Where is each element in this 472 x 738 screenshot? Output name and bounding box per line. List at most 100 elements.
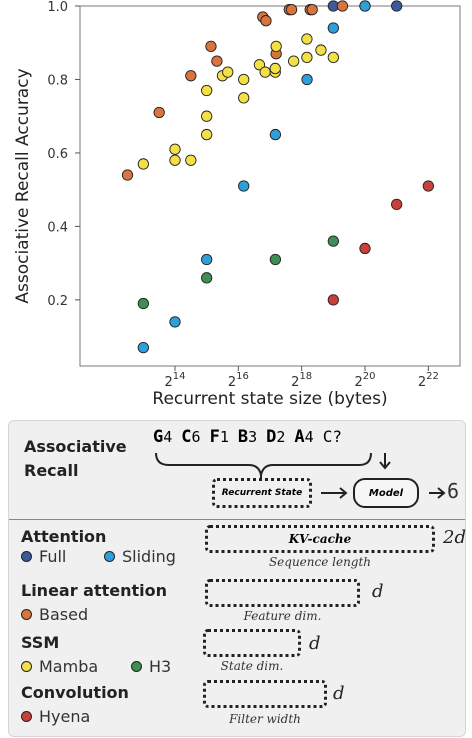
recurrent-state-box: Recurrent State	[212, 478, 312, 508]
state-dim-size: d	[309, 633, 321, 654]
x-tick-label: 214	[164, 371, 185, 390]
legend-group-title: SSM	[21, 633, 60, 652]
data-point-mamba	[288, 55, 300, 67]
feature-dim-size: d	[372, 581, 384, 602]
data-point-hyena	[327, 294, 339, 306]
seq-key-4: D	[266, 427, 277, 447]
data-point-based	[306, 4, 318, 16]
kv-cache-box: KV-cache	[205, 525, 435, 553]
data-point-mamba	[201, 84, 213, 97]
feature-dim-box	[205, 579, 360, 607]
data-point-based	[260, 15, 272, 27]
seq-key-0: G	[153, 427, 164, 447]
y-tick-label: 0.8	[47, 73, 68, 88]
data-point-h3	[201, 272, 213, 284]
data-point-based	[205, 40, 217, 53]
diagram-connectors	[155, 452, 446, 499]
legend-panel: Associative Recall G4 C6 F1 B3 D2 A4 C? Recurr…	[8, 420, 466, 737]
data-point-mamba	[270, 40, 282, 53]
x-tick-label: 220	[354, 371, 375, 390]
legend-label-h3: H3	[149, 657, 172, 676]
data-point-hyena	[422, 180, 434, 192]
kv-cache-label: KV-cache	[288, 532, 352, 546]
data-point-mamba	[222, 66, 234, 78]
legend-dot-based	[21, 609, 32, 620]
data-point-sliding	[359, 0, 371, 12]
seq-val-1: 6	[191, 428, 201, 446]
seq-query: C?	[322, 427, 342, 446]
data-point-based	[185, 70, 197, 82]
sequence: G4 C6 F1 B3 D2 A4 C?	[153, 427, 403, 457]
data-point-based	[285, 4, 298, 16]
diagram-title: Associative Recall	[24, 437, 127, 480]
data-point-hyena	[391, 198, 403, 211]
recurrent-state-label: Recurrent State	[221, 488, 303, 498]
data-point-h3	[269, 253, 282, 266]
data-point-based	[336, 0, 349, 12]
seq-key-2: F	[209, 427, 220, 447]
data-point-mamba	[259, 66, 271, 78]
x-axis-title: Recurrent state size (bytes)	[152, 389, 387, 409]
legend-dot-full	[21, 551, 32, 562]
seq-val-0: 4	[163, 428, 173, 446]
legend-label-based: Based	[39, 605, 89, 624]
y-axis-title: Associative Recall Accuracy	[13, 68, 33, 303]
data-point-mamba	[253, 59, 266, 71]
data-point-mamba	[301, 51, 313, 64]
data-point-h3	[137, 297, 149, 310]
model-box: Model	[353, 478, 419, 508]
data-point-sliding	[301, 73, 313, 86]
seq-key-1: C	[181, 427, 192, 447]
data-point-mamba	[238, 73, 250, 86]
data-point-sliding	[201, 253, 213, 266]
legend-label-full: Full	[39, 547, 67, 566]
y-tick-label: 0.4	[47, 220, 68, 235]
data-point-sliding	[269, 128, 282, 141]
data-point-mamba	[315, 44, 327, 56]
filter-width-caption: Filter width	[229, 712, 301, 726]
seq-val-3: 3	[248, 428, 258, 446]
legend-dot-hyena	[21, 711, 32, 722]
data-point-mamba	[185, 154, 197, 166]
model-label: Model	[368, 487, 404, 499]
x-tick-label: 222	[418, 371, 439, 390]
data-point-based	[153, 106, 165, 119]
data-point-mamba	[238, 92, 250, 104]
seq-val-4: 2	[276, 428, 286, 446]
data-point-h3	[327, 235, 339, 247]
legend-label-mamba: Mamba	[39, 657, 99, 676]
kv-cache-size: 2d	[443, 527, 466, 548]
data-point-full	[391, 0, 403, 12]
feature-dim-caption: Feature dim.	[243, 609, 322, 623]
data-point-mamba	[269, 62, 281, 75]
data-point-sliding	[169, 316, 181, 328]
x-tick-label: 216	[228, 371, 249, 390]
state-dim-box	[203, 629, 301, 657]
legend-label-sliding: Sliding	[122, 547, 176, 566]
scatter-chart: 0.2 0.4 0.6 0.8 1.0 214 216 218 220 222 Recurrent …	[13, 0, 461, 409]
seq-key-5: A	[294, 427, 305, 447]
data-point-mamba	[327, 51, 339, 64]
legend-group-title: Linear attention	[21, 581, 168, 600]
data-point-hyena	[359, 242, 371, 255]
plot-frame	[79, 5, 461, 367]
filter-width-size: d	[333, 683, 345, 704]
state-dim-caption: State dim.	[220, 659, 284, 673]
data-point-mamba	[169, 154, 181, 166]
y-tick-label: 0.6	[47, 147, 68, 162]
data-point-sliding	[327, 22, 339, 34]
y-tick-label: 1.0	[47, 0, 68, 15]
seq-key-3: B	[237, 427, 249, 447]
data-point-mamba	[169, 143, 181, 155]
y-tick-label: 0.2	[47, 294, 68, 309]
legend-dot-sliding	[104, 551, 115, 562]
data-point-mamba	[201, 110, 213, 122]
data-point-mamba	[137, 158, 149, 170]
kv-cache-caption: Sequence length	[268, 555, 372, 569]
seq-val-5: 4	[304, 428, 314, 446]
legend-group-title: Attention	[21, 527, 107, 546]
sequence-brace	[155, 452, 372, 476]
data-point-sliding	[238, 180, 250, 192]
filter-width-box	[203, 680, 327, 708]
legend-dot-h3	[131, 661, 142, 672]
